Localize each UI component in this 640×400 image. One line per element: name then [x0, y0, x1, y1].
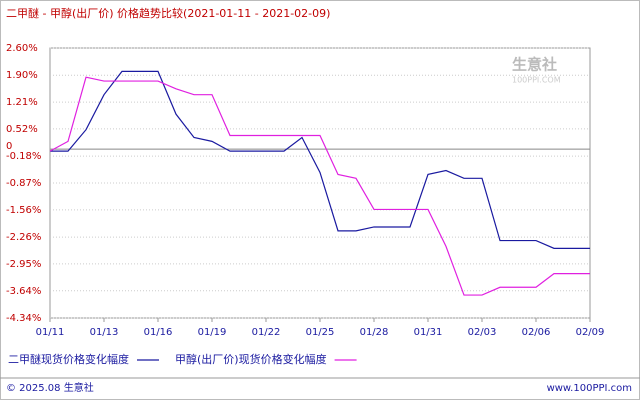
series-line — [50, 70, 590, 249]
x-tick-label: 02/03 — [468, 327, 497, 338]
x-tick-label: 02/09 — [576, 327, 605, 338]
x-tick-label: 01/11 — [36, 327, 65, 338]
watermark: 生意社 — [512, 56, 557, 74]
watermark-sub: 100PPI.COM — [512, 76, 561, 85]
x-tick-label: 01/22 — [252, 327, 281, 338]
x-tick-label: 01/25 — [306, 327, 335, 338]
series-line — [49, 76, 590, 296]
y-tick-label: -2.95% — [6, 259, 41, 270]
x-tick-label: 01/28 — [360, 327, 389, 338]
y-tick-label: -0.18% — [6, 151, 41, 162]
y-tick-label: -1.56% — [6, 205, 41, 216]
y-tick-label: 2.60% — [6, 43, 38, 54]
y-tick-label: -3.64% — [6, 286, 41, 297]
y-tick-label: -2.26% — [6, 232, 41, 243]
x-tick-label: 01/16 — [144, 327, 173, 338]
x-tick-label: 01/19 — [198, 327, 227, 338]
chart-title: 二甲醚 - 甲醇(出厂价) 价格趋势比较(2021-01-11 - 2021-0… — [6, 6, 330, 20]
y-tick-label: 0.52% — [6, 124, 38, 135]
y-tick-label: -4.34% — [6, 313, 41, 324]
x-tick-label: 01/13 — [90, 327, 119, 338]
y-tick-label: 1.90% — [6, 70, 38, 81]
y-tick-label: -0.87% — [6, 178, 41, 189]
legend-label: 二甲醚现货价格变化幅度 — [8, 352, 129, 366]
x-tick-label: 01/31 — [414, 327, 443, 338]
legend-label: 甲醇(出厂价)现货价格变化幅度 — [175, 352, 327, 366]
x-tick-label: 02/06 — [522, 327, 551, 338]
footer-left: © 2025.08 生意社 — [6, 381, 94, 394]
y-tick-label: 0 — [6, 141, 12, 152]
y-tick-label: 1.21% — [6, 97, 38, 108]
footer-right: www.100PPI.com — [547, 383, 632, 394]
